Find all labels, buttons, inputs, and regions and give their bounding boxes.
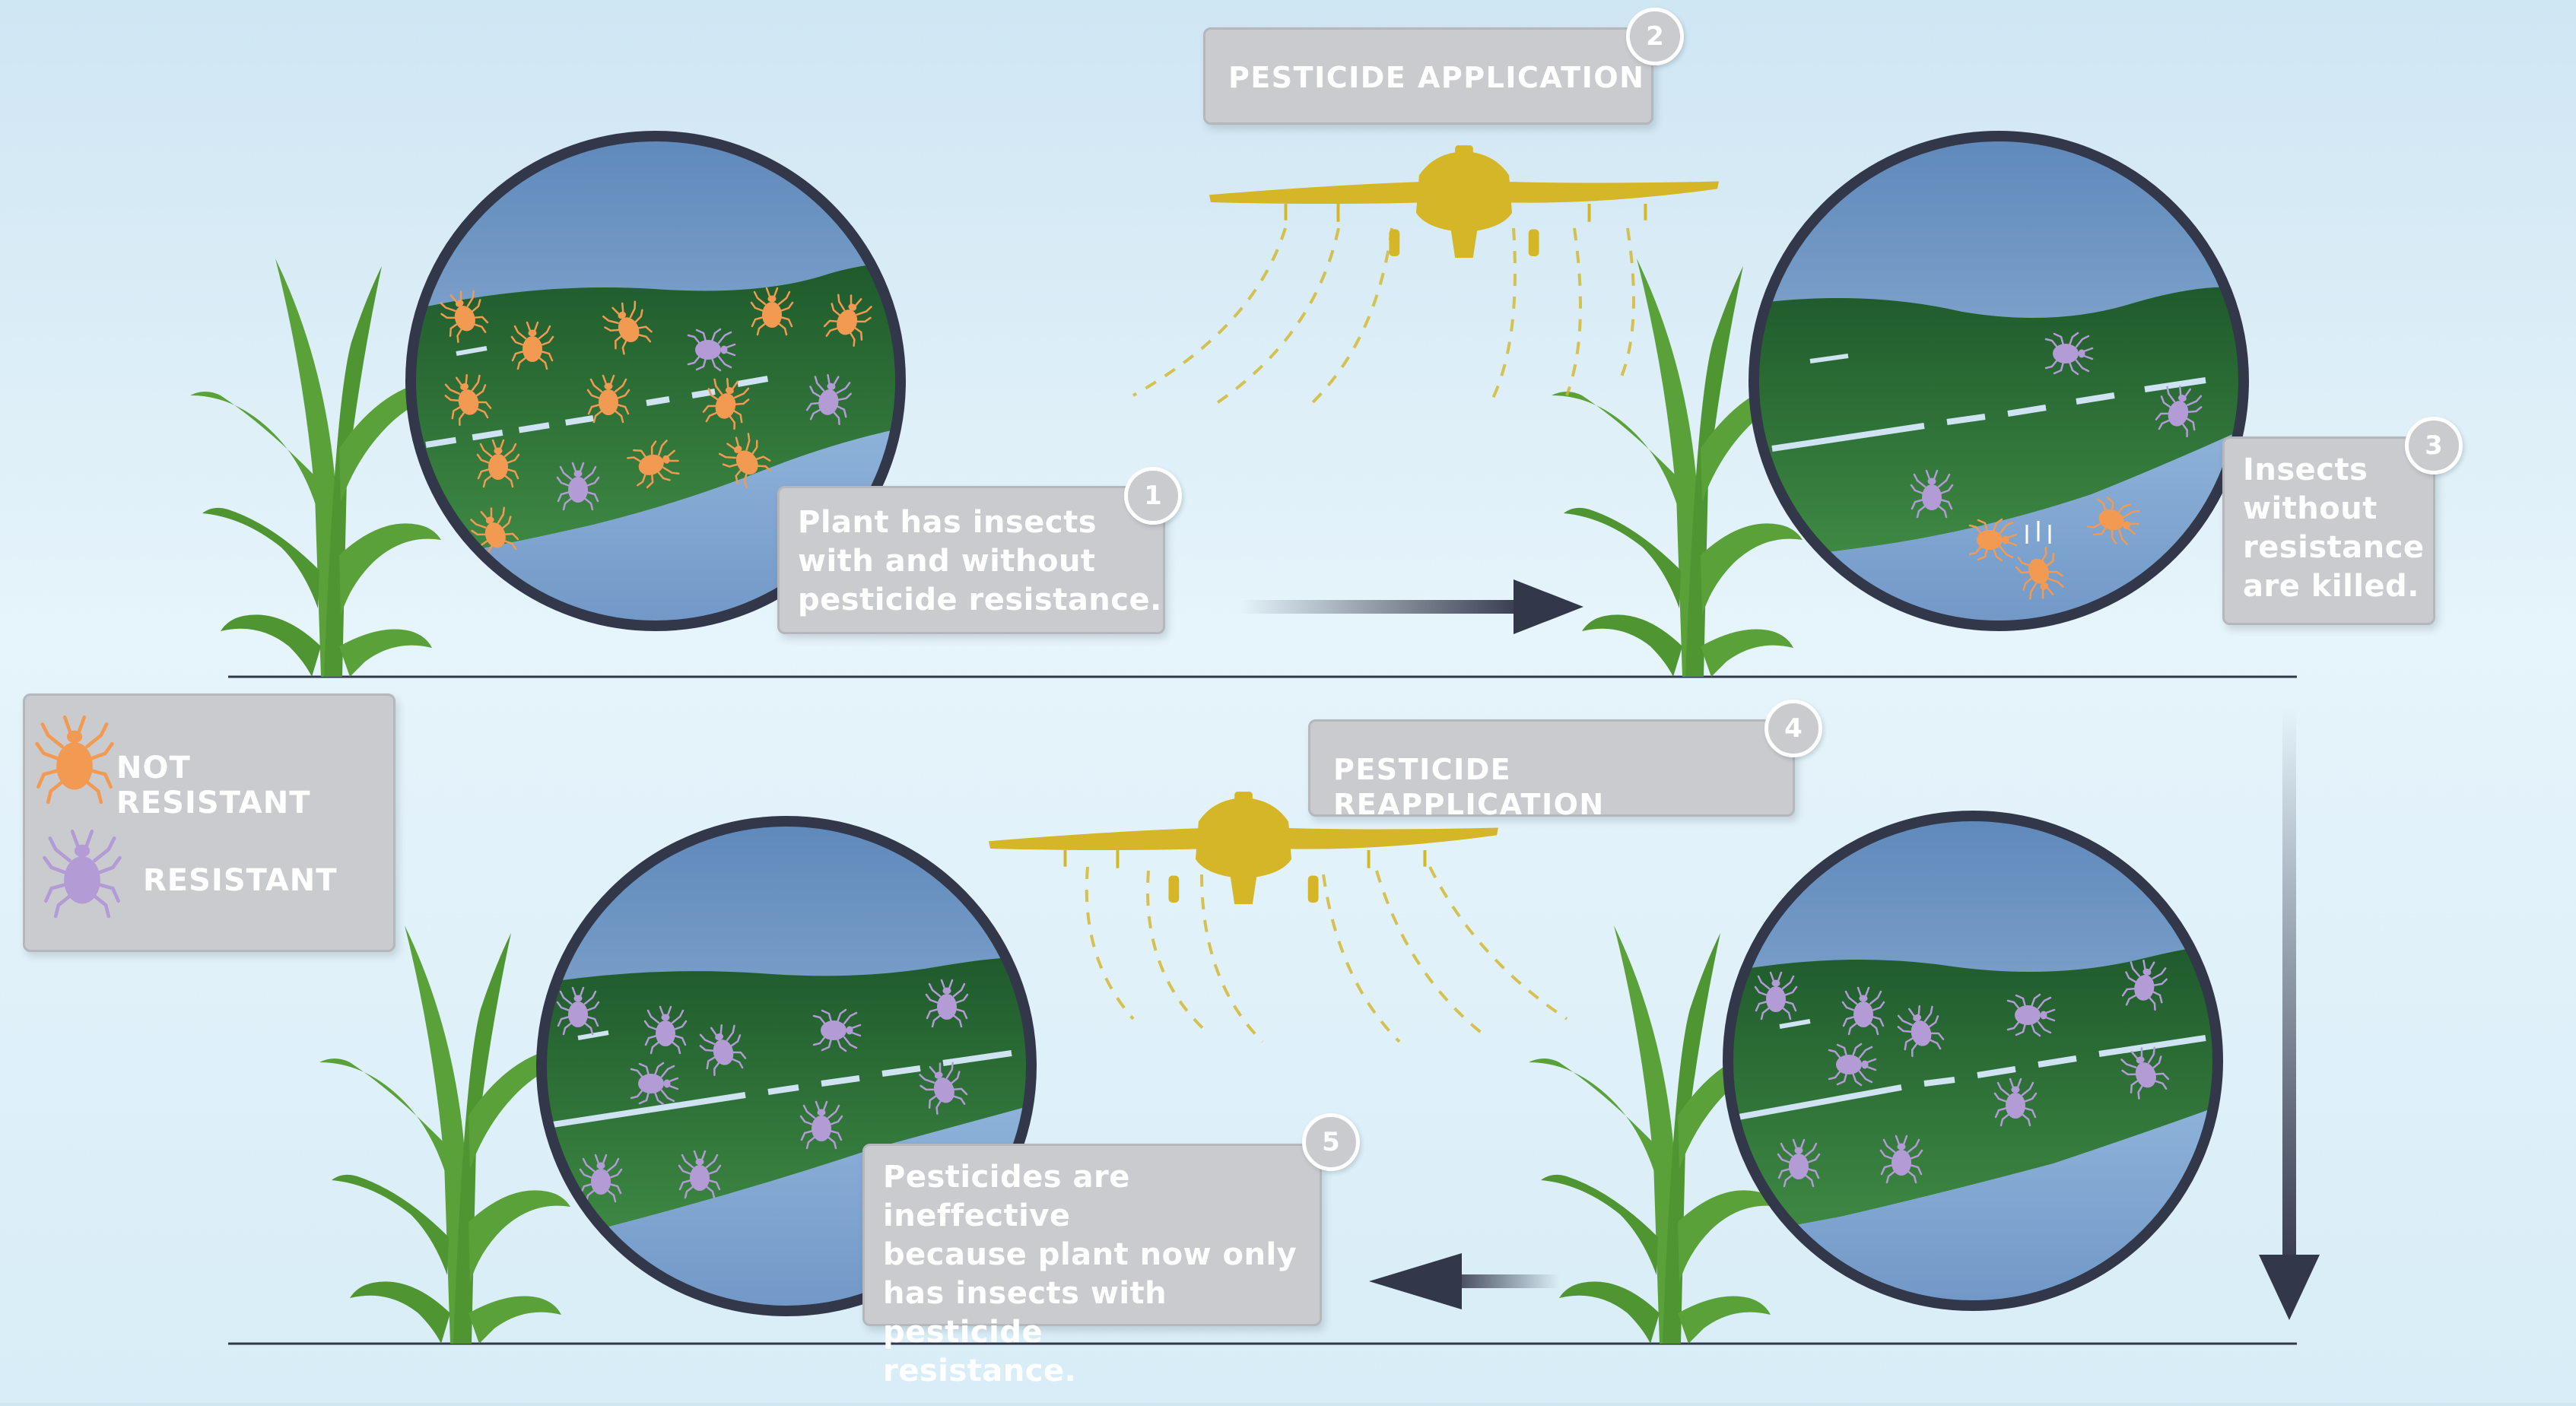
step-1-callout: Plant has insects with and without pesti… xyxy=(777,486,1165,634)
spray-trails-bottom xyxy=(1085,866,1568,1043)
step-2-badge: 2 xyxy=(1626,8,1684,65)
legend-label-resistant: RESISTANT xyxy=(143,863,338,898)
magnified-view-3 xyxy=(1749,131,2249,631)
step-2-text: PESTICIDE APPLICATION xyxy=(1228,61,1645,94)
step-1-badge: 1 xyxy=(1124,467,1182,525)
arrow-down xyxy=(2259,707,2320,1320)
step-5-text: Pesticides are ineffective because plant… xyxy=(883,1160,1298,1389)
magnified-view-4 xyxy=(1723,811,2223,1311)
step-2-callout: PESTICIDE APPLICATION xyxy=(1203,27,1653,125)
step-3-badge: 3 xyxy=(2405,417,2463,474)
step-4-badge: 4 xyxy=(1764,700,1822,757)
step-4-callout: PESTICIDE REAPPLICATION xyxy=(1308,719,1795,821)
airplane-top xyxy=(1209,145,1719,258)
magnified-view-1 xyxy=(405,131,906,631)
not-resistant-insect-icon xyxy=(33,711,116,810)
step-1-text: Plant has insects with and without pesti… xyxy=(798,505,1162,617)
arrow-left xyxy=(1369,1253,1559,1309)
step-3-callout: Insects without resistance are killed. xyxy=(2222,436,2435,625)
step-3-text: Insects without resistance are killed. xyxy=(2243,452,2425,604)
step-5-badge: 5 xyxy=(1302,1113,1360,1171)
legend-label-not-resistant: NOT RESISTANT xyxy=(116,751,311,820)
legend: NOT RESISTANT RESISTANT xyxy=(23,693,395,952)
step-4-text: PESTICIDE REAPPLICATION xyxy=(1333,753,1605,821)
step-5-callout: Pesticides are ineffective because plant… xyxy=(862,1144,1322,1389)
spray-trails-top xyxy=(1132,227,1635,408)
magnified-view-5 xyxy=(536,816,1037,1316)
arrow-right xyxy=(1240,579,1583,634)
resistant-insect-icon xyxy=(40,825,124,924)
